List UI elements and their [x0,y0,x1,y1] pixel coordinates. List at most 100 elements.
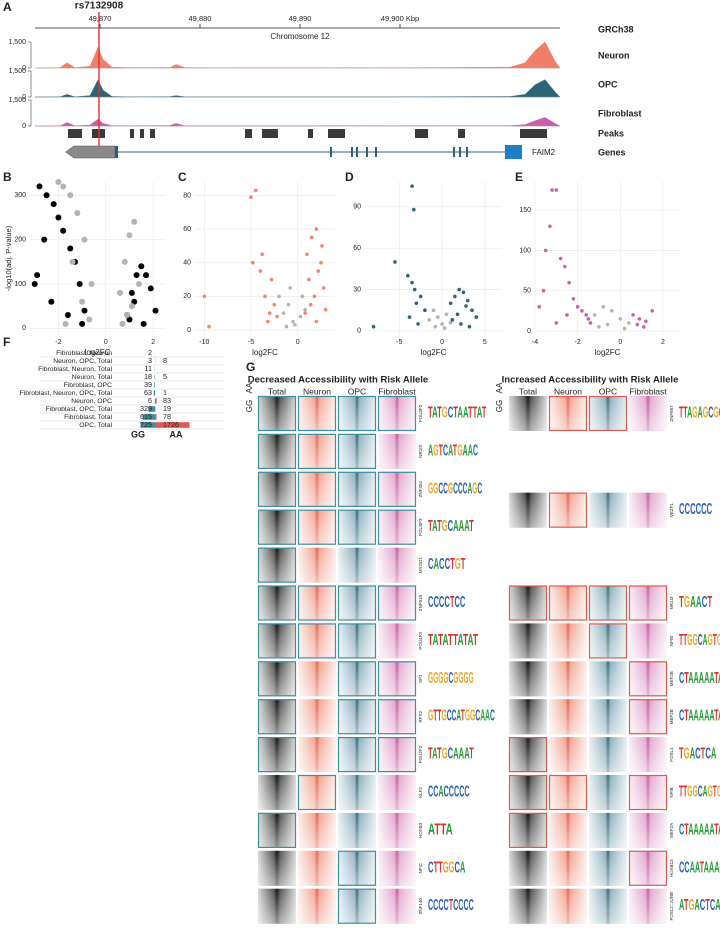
heatmap-fade [338,433,376,469]
point [138,263,145,270]
motif-logo: AGTCATGAAC [428,443,478,460]
point [410,280,414,285]
allele-label: GG [245,400,254,412]
logo-letter: G [713,405,718,422]
value-label: 18 [144,372,152,381]
logo-letter: C [458,897,463,914]
logo-letter: A [715,897,720,914]
point [464,304,468,308]
logo-letter: C [444,594,450,611]
heatmap-fade [258,547,296,583]
significance-box [377,471,417,507]
heatmap-fade [258,888,296,924]
y-tick-label: 40 [183,260,191,267]
logo-letter: T [482,405,487,422]
logo-letter: A [464,746,470,763]
logo-letter: A [433,632,439,649]
motif-name: NR1I3 [418,445,423,458]
bar [155,414,157,420]
logo-letter: A [679,897,685,914]
heatmap-fade [589,888,627,924]
point [131,218,138,225]
significance-box [337,395,377,432]
logo-letter: C [698,784,703,801]
point [627,321,631,325]
heatmap-fade [338,775,376,810]
point [314,227,319,231]
motif-logo: CCCCTCCCC [428,897,474,914]
point [293,323,297,327]
track-name: OPC [598,79,618,89]
logo-letter: A [690,594,696,611]
peak [308,129,313,138]
x-axis-label: log2FC [595,348,621,357]
significance-box [628,850,668,886]
significance-box [508,736,548,773]
heatmap-fade [378,850,416,886]
point [43,192,50,199]
heatmap-fade [589,585,627,621]
motif-logo: CCCCCC [679,501,712,518]
logo-letter: A [693,708,698,725]
point [371,324,376,329]
point [140,320,147,327]
logo-letter: T [473,405,478,422]
motif-name: NFIC [418,862,423,873]
motif-logo: TGAACT [679,594,712,611]
logo-letter: A [703,784,708,801]
point [31,281,38,287]
logo-letter: T [461,556,466,573]
point [207,324,211,329]
significance-box [508,774,548,811]
coverage-track [34,41,561,69]
heatmap-fade [298,585,336,621]
logo-letter: A [696,594,702,611]
logo-letter: C [490,708,495,725]
logo-letter: T [428,518,433,535]
point [267,311,272,315]
logo-letter: A [709,860,715,877]
logo-letter: G [433,443,439,460]
y-tick-label: 30 [353,286,361,293]
point [305,252,309,257]
point [86,316,93,323]
bar [148,406,155,412]
bar [153,390,155,396]
gene-utr [65,145,116,159]
value-label: 3 [148,356,152,365]
exon [356,147,358,157]
panel-label: F [3,335,10,349]
value-label: 63 [144,388,152,397]
logo-letter: G [692,405,697,422]
value-label: 1 [163,388,167,397]
logo-letter: A [693,822,698,839]
logo-letter: T [437,405,442,422]
logo-letter: A [477,405,483,422]
logo-letter: A [438,784,443,801]
point [316,269,321,273]
heatmap-fade [258,661,296,697]
logo-letter: C [700,897,706,914]
logo-letter: T [684,708,689,725]
allele-label: GG [495,400,504,412]
logo-letter: C [705,746,711,763]
exon [351,147,353,157]
peak [520,129,547,138]
point [575,305,580,309]
motif-logo: TTAGAGCGCA [679,405,720,422]
heatmap-fade [629,737,667,773]
logo-letter: T [707,594,712,611]
column-header: Total [268,386,286,396]
point [131,298,138,305]
significance-box [297,623,337,659]
significance-box [337,736,377,773]
category-label: Neuron, OPC, Total [53,358,112,365]
logo-letter: C [719,405,720,422]
heatmap-fade [589,492,627,528]
logo-letter: C [679,501,685,518]
logo-letter: A [694,897,700,914]
y-tick-label: 0 [527,328,531,335]
logo-letter: A [480,708,485,725]
point [60,183,67,190]
heatmap-fade [258,737,296,773]
